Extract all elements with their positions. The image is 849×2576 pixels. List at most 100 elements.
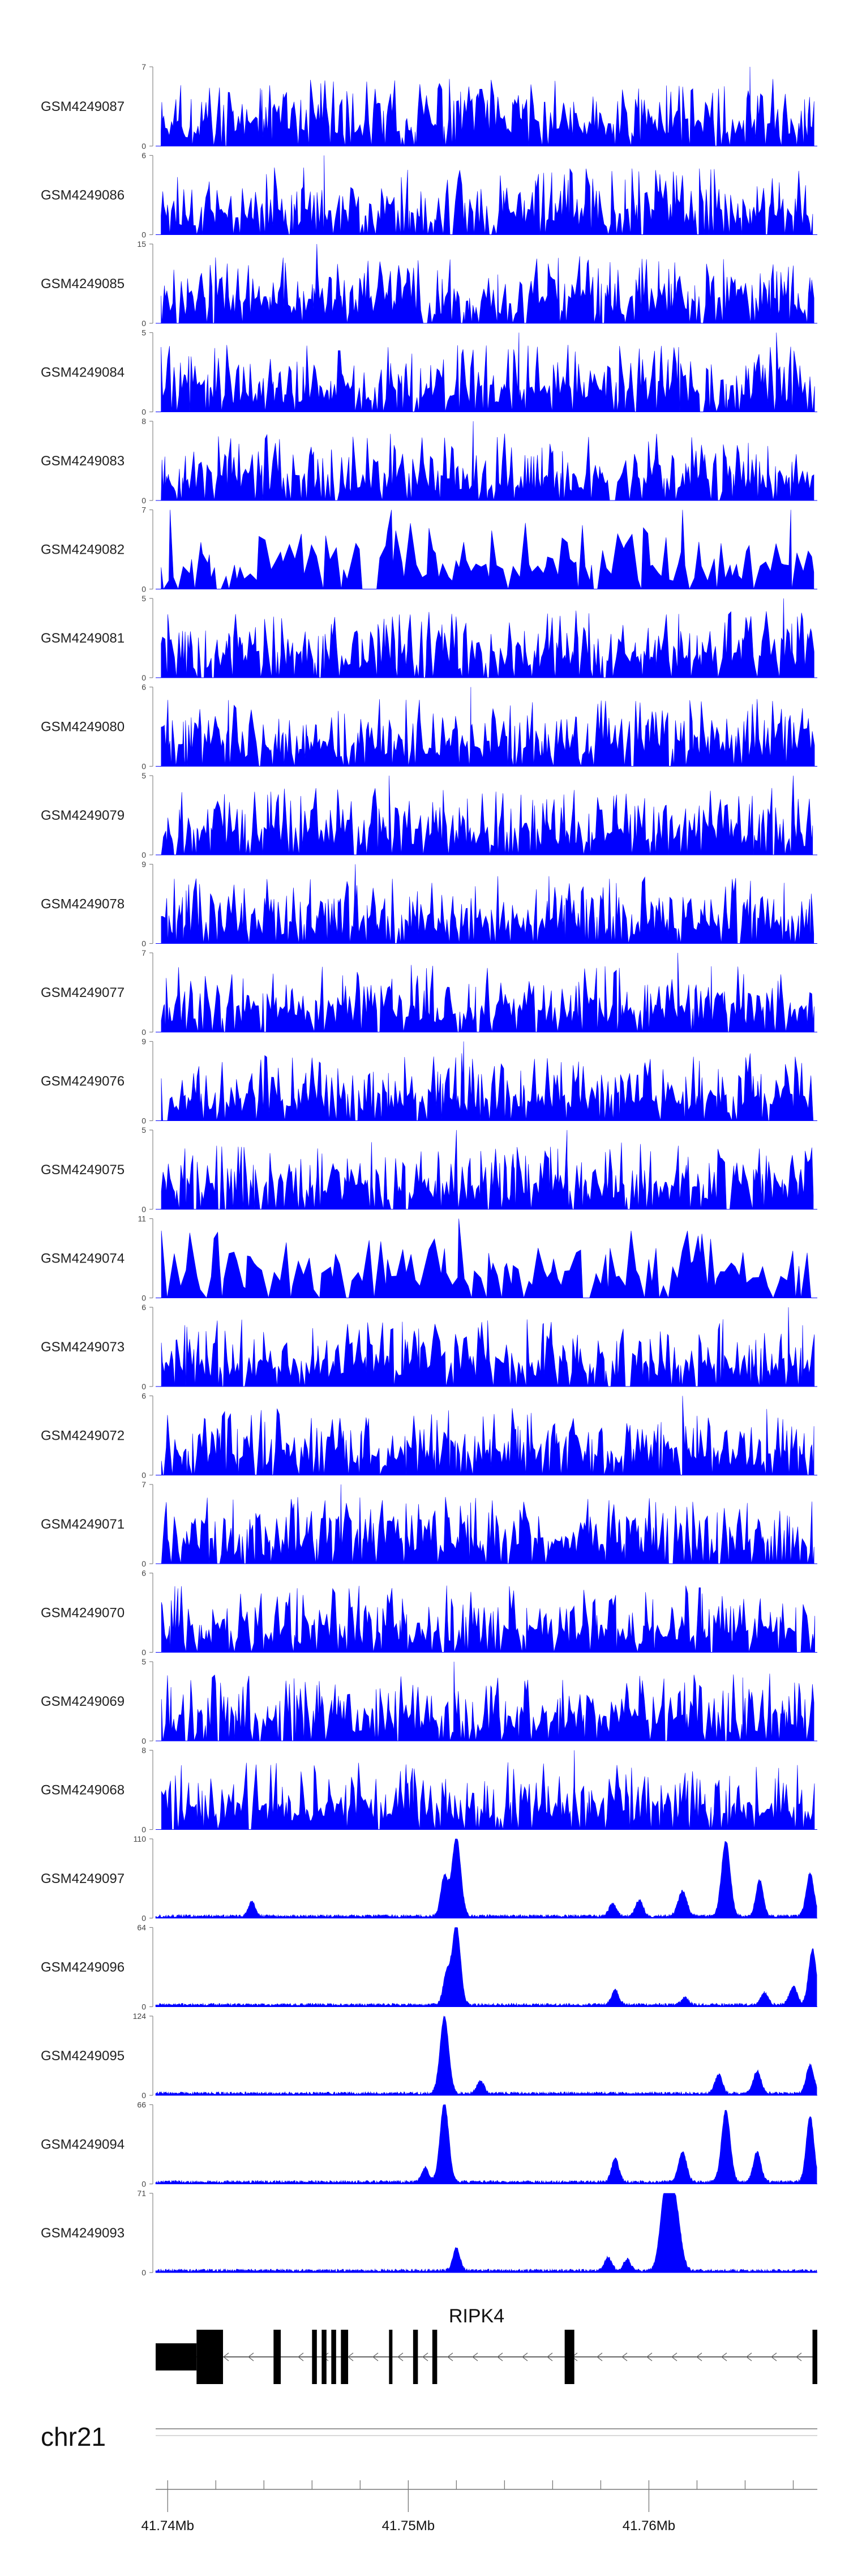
y-axis-min-label: 0	[142, 2091, 146, 2100]
track-GSM4249075: GSM4249075 5 0	[41, 1126, 817, 1214]
coverage-area	[161, 1585, 815, 1653]
coverage-area	[161, 1484, 814, 1564]
track-GSM4249072: GSM4249072 6 0	[41, 1392, 817, 1480]
coverage-area	[161, 155, 813, 235]
y-axis-min-label: 0	[142, 2002, 146, 2012]
coverage-area	[161, 243, 814, 324]
track-GSM4249082: GSM4249082 7 0	[41, 506, 817, 594]
strand-arrow	[671, 2352, 678, 2361]
track-label: GSM4249097	[41, 1871, 125, 1886]
coverage-area	[161, 687, 815, 767]
y-axis-max-label: 8	[142, 1746, 146, 1755]
y-axis-min-label: 0	[142, 1294, 146, 1303]
y-axis-max-label: 66	[137, 2100, 146, 2109]
track-label: GSM4249080	[41, 720, 125, 735]
coverage-area	[161, 1661, 814, 1741]
axis-tick-label: 41.75Mb	[382, 2518, 435, 2534]
y-axis-min-label: 0	[142, 1116, 146, 1126]
track-label: GSM4249084	[41, 365, 125, 380]
strand-arrow	[297, 2352, 304, 2361]
exon-block	[389, 2330, 393, 2384]
track-label: GSM4249095	[41, 2048, 125, 2064]
y-axis-max-label: 5	[142, 1657, 146, 1666]
exon-block	[413, 2330, 418, 2384]
coverage-area	[161, 421, 814, 501]
coverage-area	[161, 1218, 812, 1299]
track-label: GSM4249078	[41, 897, 125, 912]
y-axis-min-label: 0	[142, 1382, 146, 1391]
strand-arrow	[222, 2352, 229, 2361]
strand-arrow	[770, 2352, 777, 2361]
y-axis-min-label: 0	[142, 408, 146, 417]
strand-arrow	[646, 2352, 653, 2361]
coverage-area	[161, 1041, 814, 1121]
y-axis-min-label: 0	[142, 230, 146, 239]
coverage-area	[161, 510, 814, 590]
strand-arrow	[372, 2352, 379, 2361]
coverage-area	[161, 864, 814, 944]
y-axis-min-label: 0	[142, 585, 146, 594]
track-GSM4249078: GSM4249078 9 0	[41, 860, 817, 948]
track-label: GSM4249077	[41, 985, 125, 1000]
track-GSM4249073: GSM4249073 6 0	[41, 1303, 817, 1391]
track-label: GSM4249072	[41, 1428, 125, 1444]
exon-block	[273, 2330, 281, 2384]
y-axis-max-label: 6	[142, 151, 146, 160]
coverage-area	[161, 1129, 814, 1210]
genome-axis: 41.74Mb 41.75Mb 41.76Mb	[142, 2480, 817, 2534]
y-axis-min-label: 0	[142, 1914, 146, 1923]
track-GSM4249079: GSM4249079 5 0	[41, 771, 817, 859]
track-label: GSM4249076	[41, 1074, 125, 1089]
track-GSM4249086: GSM4249086 6 0	[41, 151, 817, 239]
exon-block	[812, 2330, 817, 2384]
track-GSM4249097: GSM4249097 110 0	[41, 1834, 817, 1923]
y-axis-max-label: 11	[138, 1214, 146, 1223]
strand-arrow	[496, 2352, 503, 2361]
track-label: GSM4249071	[41, 1517, 125, 1532]
y-axis-max-label: 5	[142, 594, 146, 603]
track-label: GSM4249068	[41, 1783, 125, 1798]
y-axis-max-label: 7	[142, 948, 146, 957]
track-GSM4249081: GSM4249081 5 0	[41, 594, 817, 682]
y-axis-min-label: 0	[142, 1736, 146, 1745]
y-axis-max-label: 8	[142, 417, 146, 426]
y-axis-min-label: 0	[142, 2180, 146, 2189]
strand-arrow	[745, 2352, 752, 2361]
y-axis-min-label: 0	[142, 762, 146, 771]
coverage-area	[155, 2104, 817, 2184]
y-axis-min-label: 0	[142, 1205, 146, 1214]
exon-block	[341, 2330, 349, 2384]
y-axis-max-label: 64	[137, 1923, 146, 1932]
y-axis-min-label: 0	[142, 496, 146, 505]
y-axis-min-label: 0	[142, 1028, 146, 1037]
chromosome-label: chr21	[41, 2422, 106, 2451]
strand-arrow	[721, 2352, 727, 2361]
track-label: GSM4249094	[41, 2137, 125, 2153]
track-GSM4249095: GSM4249095 124 0	[41, 2012, 817, 2100]
y-axis-max-label: 7	[142, 1480, 146, 1489]
y-axis-max-label: 9	[142, 860, 146, 869]
chromosome-track: chr21	[41, 2422, 817, 2451]
track-label: GSM4249082	[41, 542, 125, 558]
gene-label: RIPK4	[449, 2305, 504, 2327]
track-GSM4249093: GSM4249093 71 0	[41, 2189, 817, 2277]
exon-block	[564, 2330, 574, 2384]
y-axis-min-label: 0	[142, 319, 146, 328]
y-axis-max-label: 6	[142, 1303, 146, 1312]
strand-arrow	[397, 2352, 404, 2361]
track-label: GSM4249087	[41, 99, 125, 114]
track-GSM4249087: GSM4249087 7 0	[41, 62, 817, 151]
exon-block	[321, 2330, 327, 2384]
coverage-area	[161, 952, 814, 1033]
track-label: GSM4249069	[41, 1694, 125, 1709]
coverage-area	[155, 1927, 817, 2007]
strand-arrow	[546, 2352, 553, 2361]
axis-tick-label: 41.76Mb	[623, 2518, 675, 2534]
strand-arrow	[471, 2352, 478, 2361]
y-axis-max-label: 5	[142, 1126, 146, 1135]
y-axis-min-label: 0	[142, 1559, 146, 1568]
track-label: GSM4249096	[41, 1960, 125, 1975]
y-axis-max-label: 7	[142, 506, 146, 515]
strand-arrow	[696, 2352, 702, 2361]
